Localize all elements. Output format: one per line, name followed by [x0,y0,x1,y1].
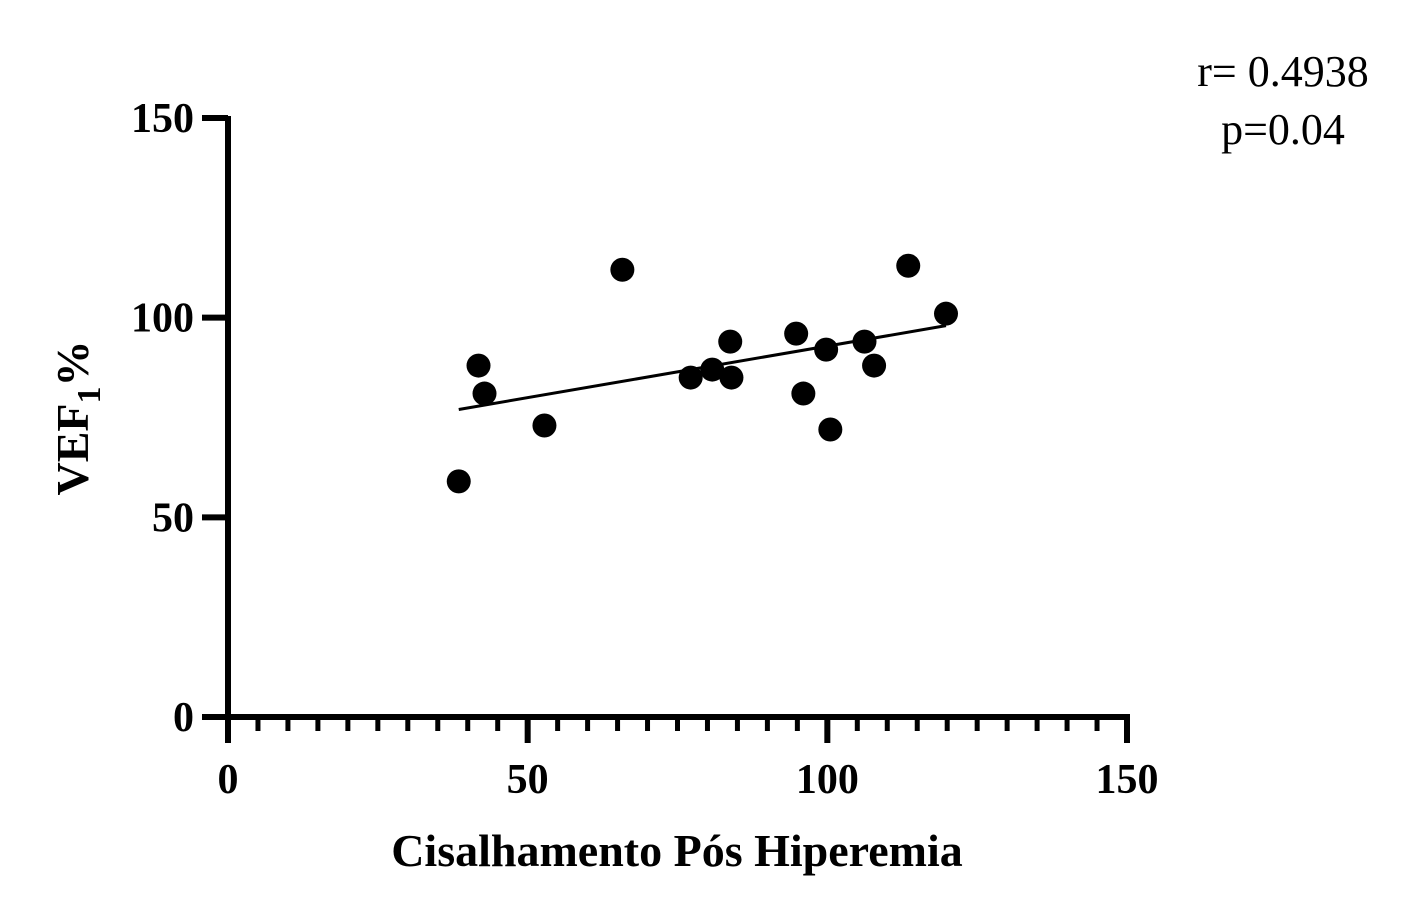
data-point-5 [678,365,703,390]
data-point-12 [818,417,843,442]
data-point-13 [852,329,877,354]
data-point-10 [791,381,816,406]
data-point-14 [862,353,887,378]
data-point-3 [532,413,557,438]
y-axis-title-suffix: % [47,341,98,387]
tick-labels: 0 50 100 150 0 50 100 150 [131,96,1159,803]
data-point-1 [466,353,491,378]
data-point-16 [934,301,959,326]
x-tick-label-100: 100 [796,757,859,803]
data-point-0 [446,469,471,494]
x-tick-label-150: 150 [1096,757,1159,803]
x-tick-label-0: 0 [218,757,239,803]
x-tick-label-50: 50 [507,757,549,803]
y-axis-title-main: VEF [47,404,98,496]
y-axis-title-subscript: 1 [71,387,108,404]
data-point-9 [784,321,809,346]
y-tick-label-150: 150 [131,96,194,142]
data-point-7 [718,329,743,354]
data-points [446,253,959,494]
data-point-4 [610,257,635,282]
y-tick-label-0: 0 [173,695,194,741]
y-tick-label-50: 50 [152,495,194,541]
data-point-15 [896,253,921,278]
data-point-11 [814,337,839,362]
data-point-8 [719,365,744,390]
ticks [202,115,1130,743]
y-axis-title: VEF1% [47,341,108,496]
p-value: p=0.04 [1221,105,1345,154]
correlation-r: r= 0.4938 [1197,47,1368,96]
x-axis-title: Cisalhamento Pós Hiperemia [391,825,963,876]
data-point-2 [472,381,497,406]
data-point-6 [700,357,725,382]
axes [225,116,1130,720]
y-tick-label-100: 100 [131,296,194,342]
